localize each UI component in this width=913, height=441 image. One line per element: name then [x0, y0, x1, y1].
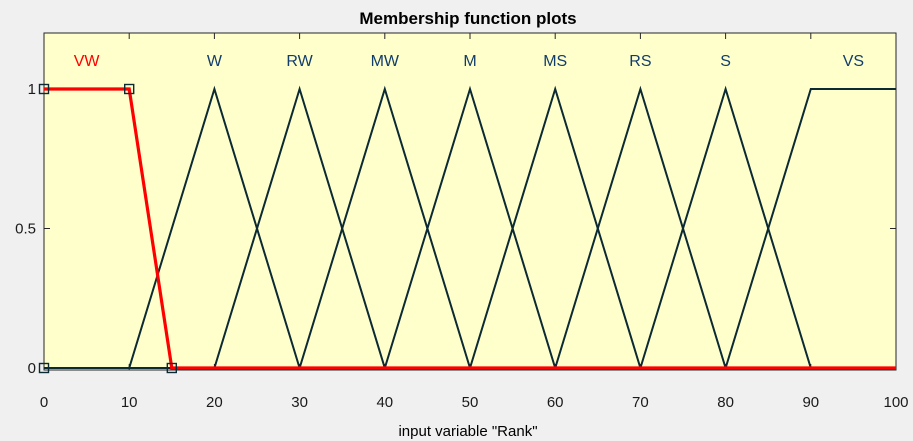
x-tick-label: 20	[206, 394, 223, 411]
x-tick-label: 80	[717, 394, 734, 411]
x-tick-label: 0	[40, 394, 48, 411]
selection-marker[interactable]	[123, 83, 135, 95]
mf-label-s[interactable]: S	[720, 53, 731, 70]
mf-label-mw[interactable]: MW	[371, 53, 400, 70]
y-tick-label: 0.5	[15, 221, 36, 238]
mf-label-m[interactable]: M	[463, 53, 476, 70]
chart-title: Membership function plots	[359, 9, 576, 28]
x-axis-label: input variable "Rank"	[398, 423, 537, 440]
axis-ticks: 0 10 20 30 40 50 60 70 80 90 100 0 0.5 1	[15, 33, 909, 411]
y-tick-label: 0	[28, 360, 36, 377]
mf-label-ms[interactable]: MS	[543, 53, 567, 70]
mf-labels: VW W RW MW M MS RS S VS	[74, 53, 864, 70]
x-tick-label: 100	[883, 394, 908, 411]
selection-markers	[38, 83, 178, 374]
mf-label-w[interactable]: W	[207, 53, 223, 70]
selection-marker[interactable]	[166, 362, 178, 374]
x-tick-label: 40	[376, 394, 393, 411]
selection-marker[interactable]	[38, 362, 50, 374]
x-tick-label: 60	[547, 394, 564, 411]
mf-label-vs[interactable]: VS	[843, 53, 864, 70]
plot-area[interactable]	[43, 32, 897, 371]
x-tick-label: 90	[802, 394, 819, 411]
mf-line-vw[interactable]	[44, 87, 896, 370]
mf-label-rw[interactable]: RW	[286, 53, 313, 70]
mf-label-vw[interactable]: VW	[74, 53, 101, 70]
x-tick-label: 30	[291, 394, 308, 411]
x-tick-label: 10	[121, 394, 138, 411]
y-tick-label: 1	[28, 81, 36, 98]
x-tick-label: 50	[462, 394, 479, 411]
mf-label-rs[interactable]: RS	[629, 53, 651, 70]
selection-marker[interactable]	[38, 83, 50, 95]
membership-lines	[44, 85, 896, 370]
x-tick-label: 70	[632, 394, 649, 411]
